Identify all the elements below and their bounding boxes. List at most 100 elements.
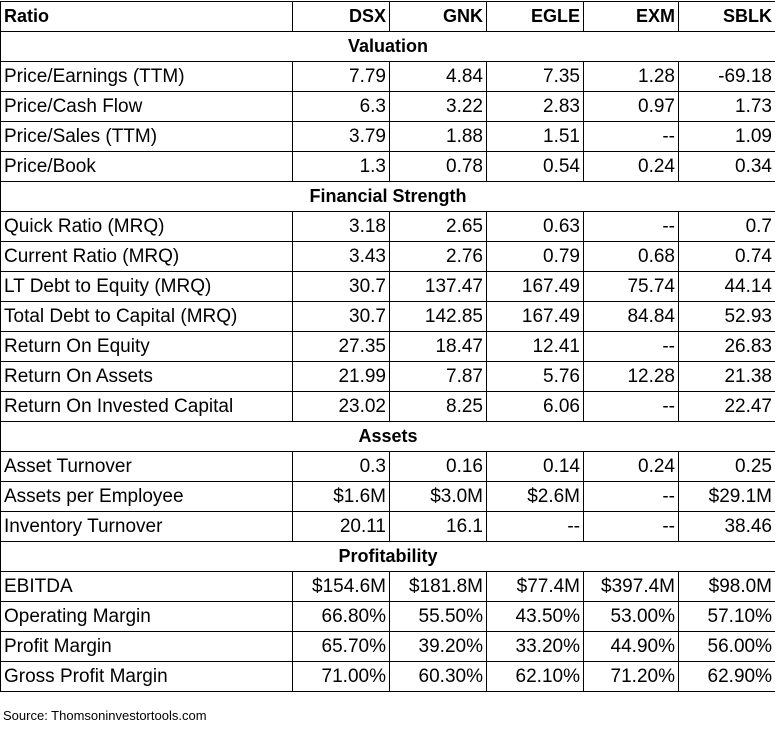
section-title: Profitability (0, 541, 775, 572)
value-cell: 0.7 (678, 211, 775, 242)
section-row: Financial Strength (0, 181, 775, 212)
value-cell: 26.83 (678, 331, 775, 362)
value-cell: 27.35 (292, 331, 390, 362)
table-body: Valuation Price/Earnings (TTM) 7.79 4.84 7.3… (0, 31, 775, 692)
row-label: Return On Equity (0, 331, 293, 362)
table-row: Gross Profit Margin 71.00% 60.30% 62.10% 71.… (0, 661, 775, 692)
value-cell: 7.79 (292, 61, 390, 92)
value-cell: 0.24 (583, 451, 679, 482)
ratio-comparison-table: Ratio DSX GNK EGLE EXM SBLK Valuation Pri… (0, 1, 775, 692)
value-cell: 43.50% (486, 601, 584, 632)
row-label: Assets per Employee (0, 481, 293, 512)
value-cell: $181.8M (389, 571, 487, 602)
table-row: LT Debt to Equity (MRQ) 30.7 137.47 167.49 7… (0, 271, 775, 302)
table-row: Asset Turnover 0.3 0.16 0.14 0.24 0.25 (0, 451, 775, 482)
value-cell: -69.18 (678, 61, 775, 92)
value-cell: 44.14 (678, 271, 775, 302)
value-cell: 7.87 (389, 361, 487, 392)
section-title: Financial Strength (0, 181, 775, 212)
value-cell: 3.43 (292, 241, 390, 272)
value-cell: 62.90% (678, 661, 775, 692)
table-row: Price/Sales (TTM) 3.79 1.88 1.51 -- 1.09 (0, 121, 775, 152)
table-row: Inventory Turnover 20.11 16.1 -- -- 38.46 (0, 511, 775, 542)
value-cell: 0.24 (583, 151, 679, 182)
value-cell: 142.85 (389, 301, 487, 332)
row-label: Current Ratio (MRQ) (0, 241, 293, 272)
value-cell: 2.76 (389, 241, 487, 272)
header-sblk: SBLK (678, 1, 775, 32)
header-exm: EXM (583, 1, 679, 32)
value-cell: 18.47 (389, 331, 487, 362)
row-label: Total Debt to Capital (MRQ) (0, 301, 293, 332)
value-cell: 65.70% (292, 631, 390, 662)
value-cell: 62.10% (486, 661, 584, 692)
value-cell: $1.6M (292, 481, 390, 512)
value-cell: 0.34 (678, 151, 775, 182)
value-cell: 1.51 (486, 121, 584, 152)
value-cell: 0.74 (678, 241, 775, 272)
value-cell: 6.06 (486, 391, 584, 422)
row-label: Inventory Turnover (0, 511, 293, 542)
table-row: Assets per Employee $1.6M $3.0M $2.6M -- $29.… (0, 481, 775, 512)
value-cell: 6.3 (292, 91, 390, 122)
value-cell: 1.28 (583, 61, 679, 92)
section-title: Assets (0, 421, 775, 452)
value-cell: 0.3 (292, 451, 390, 482)
row-label: Operating Margin (0, 601, 293, 632)
table-row: Return On Assets 21.99 7.87 5.76 12.28 21.38 (0, 361, 775, 392)
value-cell: $77.4M (486, 571, 584, 602)
value-cell: $2.6M (486, 481, 584, 512)
value-cell: 30.7 (292, 271, 390, 302)
value-cell: 12.28 (583, 361, 679, 392)
table-row: Total Debt to Capital (MRQ) 30.7 142.85 167… (0, 301, 775, 332)
row-label: Price/Sales (TTM) (0, 121, 293, 152)
value-cell: 3.79 (292, 121, 390, 152)
value-cell: 84.84 (583, 301, 679, 332)
value-cell: 33.20% (486, 631, 584, 662)
value-cell: 0.63 (486, 211, 584, 242)
table-row: Operating Margin 66.80% 55.50% 43.50% 53.00%… (0, 601, 775, 632)
value-cell: 0.25 (678, 451, 775, 482)
row-label: LT Debt to Equity (MRQ) (0, 271, 293, 302)
value-cell: 44.90% (583, 631, 679, 662)
value-cell: 0.79 (486, 241, 584, 272)
value-cell: 137.47 (389, 271, 487, 302)
value-cell: -- (583, 391, 679, 422)
row-label: Quick Ratio (MRQ) (0, 211, 293, 242)
table-row: Price/Earnings (TTM) 7.79 4.84 7.35 1.28 -69.… (0, 61, 775, 92)
value-cell: 5.76 (486, 361, 584, 392)
value-cell: 1.73 (678, 91, 775, 122)
header-egle: EGLE (486, 1, 584, 32)
value-cell: 0.54 (486, 151, 584, 182)
value-cell: 56.00% (678, 631, 775, 662)
value-cell: $98.0M (678, 571, 775, 602)
value-cell: 75.74 (583, 271, 679, 302)
header-row: Ratio DSX GNK EGLE EXM SBLK (0, 1, 775, 32)
value-cell: 1.3 (292, 151, 390, 182)
value-cell: 4.84 (389, 61, 487, 92)
table-row: Price/Cash Flow 6.3 3.22 2.83 0.97 1.73 (0, 91, 775, 122)
row-label: Price/Earnings (TTM) (0, 61, 293, 92)
value-cell: 71.20% (583, 661, 679, 692)
table-row: Profit Margin 65.70% 39.20% 33.20% 44.90% 56.… (0, 631, 775, 662)
row-label: Profit Margin (0, 631, 293, 662)
table-row: EBITDA $154.6M $181.8M $77.4M $397.4M $98.0M (0, 571, 775, 602)
value-cell: 22.47 (678, 391, 775, 422)
value-cell: 38.46 (678, 511, 775, 542)
value-cell: 2.83 (486, 91, 584, 122)
value-cell: 8.25 (389, 391, 487, 422)
value-cell: 167.49 (486, 301, 584, 332)
value-cell: 3.22 (389, 91, 487, 122)
row-label: Price/Book (0, 151, 293, 182)
table-row: Quick Ratio (MRQ) 3.18 2.65 0.63 -- 0.7 (0, 211, 775, 242)
value-cell: 0.97 (583, 91, 679, 122)
value-cell: -- (583, 331, 679, 362)
value-cell: $3.0M (389, 481, 487, 512)
value-cell: 3.18 (292, 211, 390, 242)
value-cell: -- (583, 511, 679, 542)
header-gnk: GNK (389, 1, 487, 32)
row-label: Gross Profit Margin (0, 661, 293, 692)
value-cell: 60.30% (389, 661, 487, 692)
table-row: Current Ratio (MRQ) 3.43 2.76 0.79 0.68 0.74 (0, 241, 775, 272)
value-cell: 0.14 (486, 451, 584, 482)
